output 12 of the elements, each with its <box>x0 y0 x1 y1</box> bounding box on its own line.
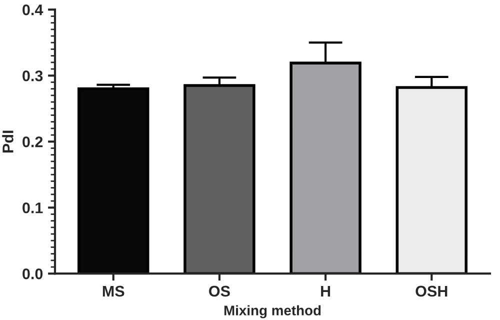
x-tick-label: H <box>321 286 330 296</box>
y-tick-label: 0.1 <box>22 202 43 214</box>
y-axis-title: PdI <box>2 130 14 152</box>
x-tick-label: OS <box>209 286 230 297</box>
x-tick-label: OSH <box>416 286 448 297</box>
y-tick-label: 0.2 <box>22 136 43 148</box>
x-tick-label: MS <box>102 286 124 297</box>
y-tick-label: 0.3 <box>22 70 43 82</box>
y-tick-label: 0.0 <box>22 268 43 280</box>
x-axis-title: Mixing method <box>224 305 321 318</box>
bar <box>77 87 150 274</box>
y-tick-label: 0.4 <box>22 4 44 16</box>
